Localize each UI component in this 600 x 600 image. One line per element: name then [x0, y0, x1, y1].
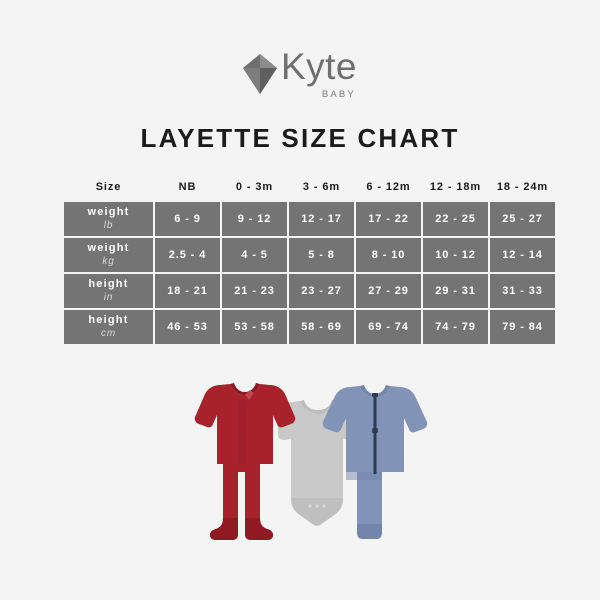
- table-cell: 21 - 23: [222, 274, 287, 308]
- column-header-0-3m: 0 - 3m: [222, 174, 287, 200]
- size-chart-table: Size NB 0 - 3m 3 - 6m 6 - 12m 12 - 18m 1…: [62, 172, 557, 346]
- row-label-text: weight: [87, 206, 130, 219]
- table-cell: 22 - 25: [423, 202, 488, 236]
- table-cell: 4 - 5: [222, 238, 287, 272]
- table-cell: 6 - 9: [155, 202, 220, 236]
- table-cell: 8 - 10: [356, 238, 421, 272]
- table-cell: 12 - 17: [289, 202, 354, 236]
- table-cell: 74 - 79: [423, 310, 488, 344]
- column-header-3-6m: 3 - 6m: [289, 174, 354, 200]
- brand-logo-inner: Kyte BABY: [242, 48, 357, 100]
- row-unit-text: kg: [102, 256, 115, 268]
- page-title: LAYETTE SIZE CHART: [140, 123, 460, 153]
- row-label-text: height: [88, 314, 129, 327]
- table-cell: 25 - 27: [490, 202, 555, 236]
- column-header-12-18m: 12 - 18m: [423, 174, 488, 200]
- column-header-6-12m: 6 - 12m: [356, 174, 421, 200]
- table-cell: 46 - 53: [155, 310, 220, 344]
- table-cell: 79 - 84: [490, 310, 555, 344]
- row-label-height-cm: height cm: [64, 310, 153, 344]
- table-cell: 29 - 31: [423, 274, 488, 308]
- table-row: weight kg 2.5 - 4 4 - 5 5 - 8 8 - 10 10 …: [64, 238, 555, 272]
- table-cell: 2.5 - 4: [155, 238, 220, 272]
- table-header-row: Size NB 0 - 3m 3 - 6m 6 - 12m 12 - 18m 1…: [64, 174, 555, 200]
- row-unit-text: in: [103, 292, 114, 304]
- table-row: height in 18 - 21 21 - 23 23 - 27 27 - 2…: [64, 274, 555, 308]
- brand-subtitle: BABY: [321, 89, 357, 100]
- table-body: weight lb 6 - 9 9 - 12 12 - 17 17 - 22 2…: [64, 202, 555, 344]
- row-unit-text: lb: [103, 220, 114, 232]
- zippered-romper-graphic: [322, 385, 428, 539]
- table-cell: 17 - 22: [356, 202, 421, 236]
- table-cell: 23 - 27: [289, 274, 354, 308]
- column-header-nb: NB: [155, 174, 220, 200]
- table-row: weight lb 6 - 9 9 - 12 12 - 17 17 - 22 2…: [64, 202, 555, 236]
- brand-wordmark-wrap: Kyte BABY: [281, 48, 357, 100]
- table-cell: 27 - 29: [356, 274, 421, 308]
- table-cell: 12 - 14: [490, 238, 555, 272]
- row-label-text: height: [88, 278, 129, 291]
- zippered-footie-sleeper-graphic: [194, 383, 296, 540]
- row-label-text: weight: [87, 242, 130, 255]
- brand-wordmark: Kyte: [280, 46, 358, 87]
- table-cell: 69 - 74: [356, 310, 421, 344]
- table-cell: 58 - 69: [289, 310, 354, 344]
- row-label-height-in: height in: [64, 274, 153, 308]
- table-cell: 53 - 58: [222, 310, 287, 344]
- table-cell: 5 - 8: [289, 238, 354, 272]
- table-cell: 31 - 33: [490, 274, 555, 308]
- row-label-weight-lb: weight lb: [64, 202, 153, 236]
- table-row: height cm 46 - 53 53 - 58 58 - 69 69 - 7…: [64, 310, 555, 344]
- row-unit-text: cm: [101, 328, 116, 340]
- kite-diamond-icon: [242, 54, 277, 94]
- table-cell: 18 - 21: [155, 274, 220, 308]
- garment-illustration: [150, 372, 450, 552]
- table-cell: 10 - 12: [423, 238, 488, 272]
- row-label-weight-kg: weight kg: [64, 238, 153, 272]
- column-header-size: Size: [64, 174, 153, 200]
- table-header: Size NB 0 - 3m 3 - 6m 6 - 12m 12 - 18m 1…: [64, 174, 555, 200]
- table-cell: 9 - 12: [222, 202, 287, 236]
- column-header-18-24m: 18 - 24m: [490, 174, 555, 200]
- brand-logo: Kyte BABY: [0, 48, 600, 100]
